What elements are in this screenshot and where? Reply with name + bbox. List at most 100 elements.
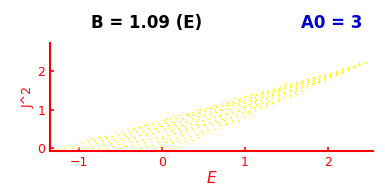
Point [281, 86, 287, 89]
Point [224, 102, 231, 105]
Point [144, 126, 151, 129]
Point [172, 117, 178, 120]
Point [322, 75, 328, 78]
Point [258, 90, 264, 94]
Point [201, 114, 207, 117]
Point [148, 130, 154, 133]
Point [183, 140, 189, 143]
Point [87, 143, 93, 146]
Point [282, 86, 288, 89]
Point [154, 120, 161, 123]
Point [274, 97, 280, 100]
Point [339, 68, 345, 71]
Point [241, 95, 247, 98]
Point [204, 116, 211, 120]
Point [192, 130, 198, 133]
Point [298, 87, 304, 91]
Point [126, 129, 132, 132]
Point [223, 106, 229, 109]
Point [327, 75, 333, 79]
Point [211, 116, 218, 120]
Point [132, 136, 138, 139]
Point [252, 96, 258, 99]
Point [362, 60, 368, 63]
Point [207, 121, 213, 124]
Point [345, 68, 351, 71]
Point [217, 114, 223, 118]
Point [139, 128, 145, 131]
Point [168, 120, 174, 124]
Point [174, 119, 180, 122]
Point [137, 147, 143, 150]
Point [245, 110, 251, 113]
Point [140, 130, 146, 133]
Point [240, 105, 246, 108]
Point [345, 67, 351, 70]
Point [143, 133, 149, 136]
Point [293, 82, 299, 86]
Point [219, 104, 225, 107]
Point [218, 103, 224, 107]
Point [174, 113, 181, 117]
Point [154, 128, 160, 131]
Point [200, 134, 206, 137]
Point [281, 97, 287, 100]
Point [182, 118, 188, 121]
Point [167, 117, 173, 120]
Point [196, 126, 202, 129]
Point [173, 135, 179, 138]
Point [161, 127, 167, 131]
Point [147, 129, 154, 132]
Point [241, 106, 247, 109]
Point [172, 133, 178, 136]
Point [258, 94, 264, 97]
Point [157, 124, 163, 127]
Point [167, 128, 173, 131]
Point [183, 119, 189, 122]
Point [144, 125, 150, 128]
Point [333, 72, 339, 75]
Point [259, 95, 265, 99]
Point [224, 108, 231, 111]
Point [252, 101, 258, 105]
Point [287, 85, 293, 88]
Point [163, 117, 169, 120]
Point [103, 147, 109, 150]
Point [178, 115, 184, 118]
Point [109, 145, 115, 148]
Point [130, 134, 136, 137]
Point [345, 67, 351, 70]
Point [224, 113, 230, 116]
Point [293, 84, 299, 87]
Point [356, 63, 362, 66]
Point [333, 73, 340, 76]
Point [196, 111, 202, 114]
Point [218, 101, 224, 105]
Point [201, 108, 207, 111]
Point [345, 67, 351, 70]
Point [211, 115, 217, 119]
Point [321, 74, 328, 77]
Point [321, 76, 328, 79]
Point [171, 121, 177, 124]
Point [230, 104, 236, 107]
Point [110, 147, 116, 150]
Point [109, 135, 116, 138]
Point [362, 61, 368, 64]
Point [151, 126, 157, 130]
Point [135, 142, 141, 146]
Point [269, 93, 275, 96]
Point [195, 115, 201, 119]
Point [275, 100, 281, 103]
Point [310, 80, 316, 83]
Point [316, 75, 322, 78]
Point [339, 68, 345, 71]
Point [333, 71, 340, 74]
Point [356, 63, 362, 66]
Point [192, 119, 199, 122]
Point [253, 93, 259, 96]
Point [212, 128, 218, 131]
Point [233, 113, 239, 116]
Point [292, 91, 298, 94]
Point [159, 136, 166, 139]
